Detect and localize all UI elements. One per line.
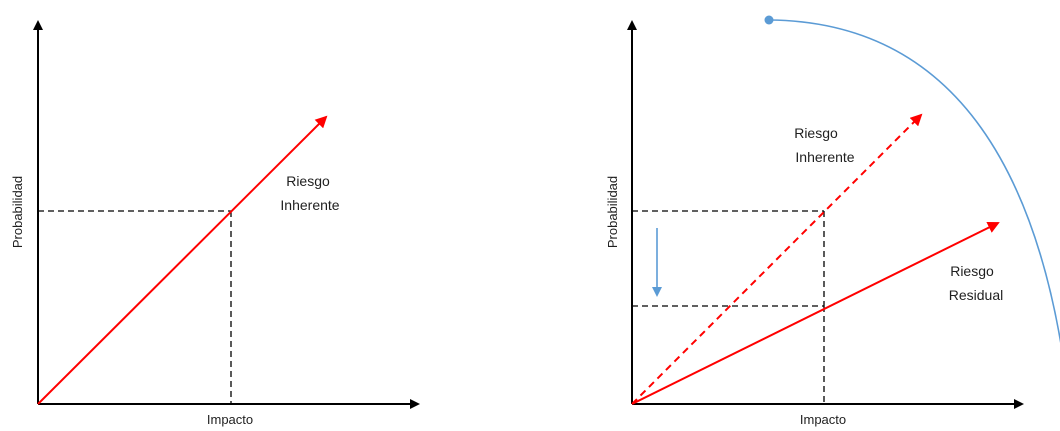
right-x-axis-label: Impacto — [800, 412, 846, 427]
control-curve — [768, 19, 1060, 344]
left-x-axis-label: Impacto — [207, 412, 253, 427]
left-chart: Riesgo Inherente Impacto Probabilidad — [10, 20, 420, 427]
left-inherent-label-line1: Riesgo — [286, 173, 330, 189]
right-inherent-label-line2: Inherente — [795, 149, 854, 165]
right-inherent-risk-arrow — [631, 113, 923, 405]
left-inherent-label-line2: Inherente — [280, 197, 339, 213]
right-residual-risk-arrow — [631, 222, 1000, 405]
right-chart: Riesgo Inherente Riesgo Residual Impacto… — [605, 15, 1060, 427]
right-y-axis-label: Probabilidad — [605, 176, 620, 248]
right-residual-label-line2: Residual — [949, 287, 1003, 303]
left-y-axis-label: Probabilidad — [10, 176, 25, 248]
right-inherent-label-line1: Riesgo — [794, 125, 838, 141]
left-inherent-risk-arrow — [37, 115, 328, 405]
control-curve-start-dot — [764, 15, 774, 25]
right-residual-label-line1: Riesgo — [950, 263, 994, 279]
